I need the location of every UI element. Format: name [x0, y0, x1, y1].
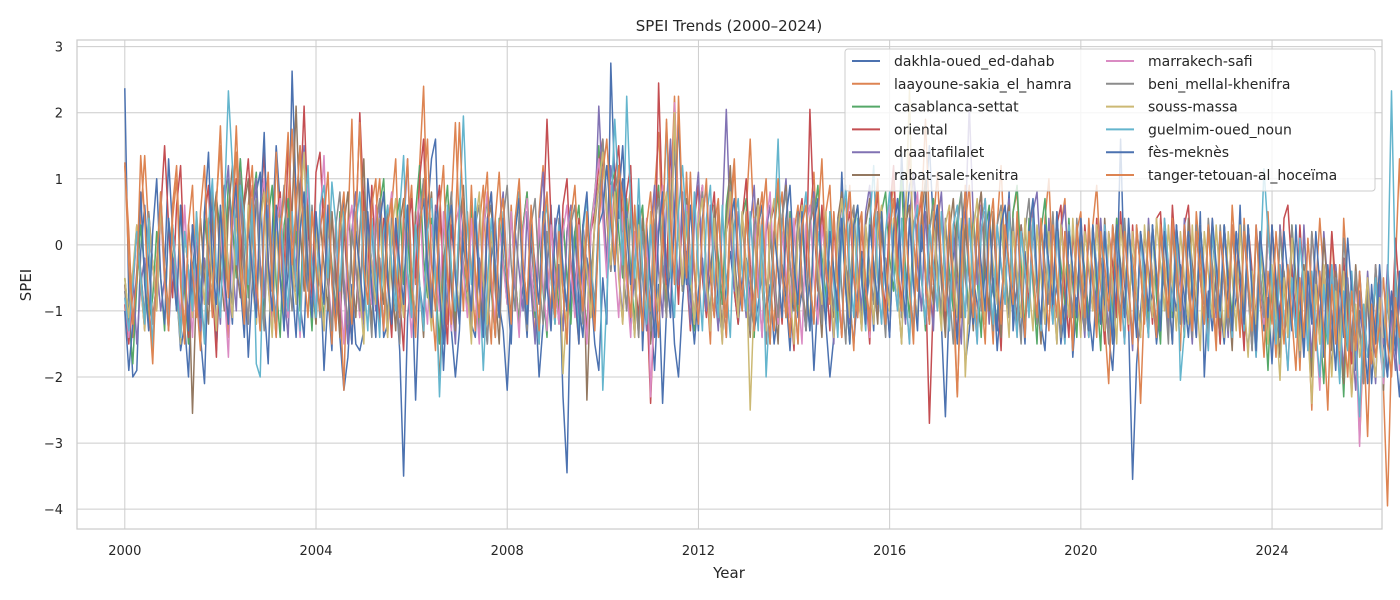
legend-label: rabat-sale-kenitra	[894, 168, 1019, 184]
y-tick-label: 1	[55, 173, 63, 188]
legend-label: laayoune-sakia_el_hamra	[894, 77, 1072, 93]
y-tick-label: 3	[55, 41, 63, 56]
x-tick-label: 2024	[1256, 544, 1289, 559]
legend-label: beni_mellal-khenifra	[1148, 77, 1290, 93]
legend-label: marrakech-safi	[1148, 54, 1253, 70]
legend-label: dakhla-oued_ed-dahab	[894, 54, 1055, 70]
legend-label: casablanca-settat	[894, 100, 1019, 116]
x-tick-label: 2004	[299, 544, 332, 559]
legend-label: draa-tafilalet	[894, 145, 985, 161]
y-axis-label: SPEI	[17, 269, 35, 301]
x-tick-label: 2008	[491, 544, 524, 559]
x-tick-label: 2012	[682, 544, 715, 559]
legend-label: guelmim-oued_noun	[1148, 122, 1292, 138]
y-tick-label: −4	[44, 503, 63, 518]
legend-label: souss-massa	[1148, 100, 1238, 116]
legend-label: tanger-tetouan-al_hoceïma	[1148, 168, 1337, 184]
legend-label: oriental	[894, 122, 948, 138]
x-tick-label: 2000	[108, 544, 141, 559]
x-tick-label: 2016	[873, 544, 906, 559]
x-axis-ticks: 2000 2004 2008 2012 2016 2020 2024	[108, 544, 1288, 559]
x-tick-label: 2020	[1064, 544, 1097, 559]
legend-label: fès-meknès	[1148, 145, 1229, 161]
y-axis-ticks: −4 −3 −2 −1 0 1 2 3	[44, 41, 63, 519]
legend-box	[844, 48, 1376, 192]
series-line	[124, 95, 1400, 438]
plot-frame	[76, 39, 1383, 530]
y-tick-label: 0	[55, 239, 63, 254]
y-tick-label: −1	[44, 305, 63, 320]
y-tick-label: −3	[44, 437, 63, 452]
x-axis-label: Year	[712, 564, 746, 582]
y-tick-label: −2	[44, 371, 63, 386]
chart-title: SPEI Trends (2000–2024)	[636, 17, 822, 35]
series-layer	[124, 62, 1400, 507]
y-tick-label: 2	[55, 107, 63, 122]
legend: dakhla-oued_ed-dahab laayoune-sakia_el_ha…	[844, 48, 1376, 192]
